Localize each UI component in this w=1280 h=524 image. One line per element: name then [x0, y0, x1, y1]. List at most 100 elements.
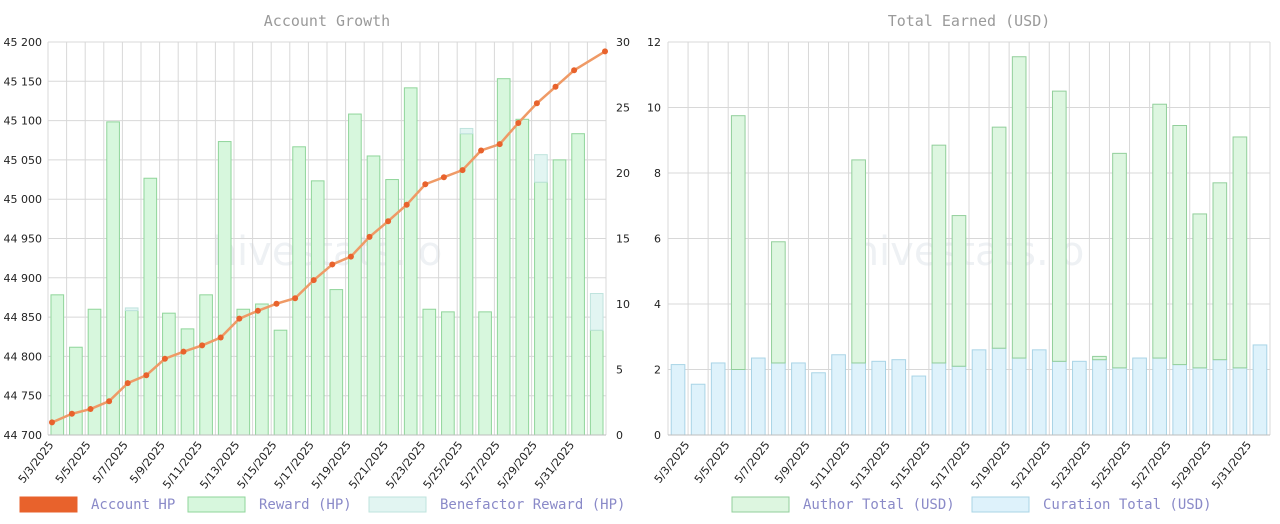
benefactor-reward-bar[interactable]: [124, 307, 139, 312]
account-hp-point[interactable]: [459, 167, 466, 174]
account-hp-point[interactable]: [478, 147, 485, 154]
reward-bar[interactable]: [236, 308, 251, 436]
author-total-bar[interactable]: [1051, 90, 1067, 362]
author-total-bar[interactable]: [1011, 56, 1027, 359]
reward-bar[interactable]: [403, 87, 418, 436]
reward-bar[interactable]: [478, 311, 492, 436]
reward-bar[interactable]: [441, 311, 455, 436]
reward-bar[interactable]: [329, 289, 344, 436]
account-hp-point[interactable]: [602, 48, 608, 55]
reward-bar[interactable]: [50, 294, 65, 436]
author-total-bar[interactable]: [730, 115, 746, 370]
account-hp-point[interactable]: [347, 253, 354, 260]
reward-bar[interactable]: [310, 180, 325, 436]
author-total-bar[interactable]: [771, 241, 786, 364]
legend-swatch[interactable]: [187, 496, 246, 513]
curation-total-bar[interactable]: [1031, 349, 1047, 436]
reward-bar[interactable]: [69, 346, 83, 436]
legend-swatch[interactable]: [731, 496, 790, 513]
account-hp-point[interactable]: [292, 295, 299, 302]
reward-bar[interactable]: [534, 181, 548, 436]
reward-bar[interactable]: [162, 312, 176, 436]
account-hp-point[interactable]: [496, 141, 503, 148]
account-hp-point[interactable]: [180, 348, 187, 355]
curation-total-bar[interactable]: [1192, 367, 1208, 436]
curation-total-bar[interactable]: [791, 362, 806, 436]
curation-total-bar[interactable]: [891, 359, 907, 436]
curation-total-bar[interactable]: [931, 362, 947, 436]
account-hp-point[interactable]: [403, 201, 410, 208]
account-hp-point[interactable]: [366, 233, 373, 240]
reward-bar[interactable]: [217, 141, 232, 436]
account-hp-point[interactable]: [385, 218, 392, 225]
account-hp-point[interactable]: [106, 398, 113, 405]
curation-total-bar[interactable]: [730, 369, 746, 436]
reward-bar[interactable]: [459, 133, 474, 436]
curation-total-bar[interactable]: [1232, 367, 1248, 436]
reward-bar[interactable]: [496, 78, 511, 436]
legend-swatch[interactable]: [971, 496, 1030, 513]
account-hp-point[interactable]: [533, 100, 540, 107]
reward-bar[interactable]: [348, 113, 362, 436]
author-total-bar[interactable]: [1212, 182, 1228, 361]
curation-total-bar[interactable]: [1132, 357, 1147, 436]
curation-total-bar[interactable]: [1092, 359, 1107, 436]
reward-bar[interactable]: [571, 133, 585, 436]
author-total-bar[interactable]: [1172, 125, 1188, 366]
curation-total-bar[interactable]: [750, 357, 766, 436]
curation-total-bar[interactable]: [1011, 357, 1027, 436]
author-total-bar[interactable]: [1112, 152, 1127, 369]
reward-bar[interactable]: [366, 155, 381, 436]
reward-bar[interactable]: [106, 121, 120, 436]
curation-total-bar[interactable]: [1112, 367, 1127, 436]
author-total-bar[interactable]: [1232, 136, 1248, 369]
reward-bar[interactable]: [124, 310, 139, 436]
account-hp-point[interactable]: [161, 355, 168, 362]
author-total-bar[interactable]: [951, 215, 967, 367]
curation-total-bar[interactable]: [991, 347, 1007, 436]
account-hp-point[interactable]: [329, 261, 336, 268]
curation-total-bar[interactable]: [811, 372, 826, 436]
account-hp-point[interactable]: [87, 406, 94, 413]
curation-total-bar[interactable]: [831, 354, 846, 436]
legend-swatch[interactable]: [19, 496, 78, 513]
benefactor-reward-bar[interactable]: [534, 154, 548, 183]
reward-bar[interactable]: [87, 308, 102, 436]
account-hp-point[interactable]: [552, 83, 559, 90]
curation-total-bar[interactable]: [1252, 344, 1268, 436]
benefactor-reward-bar[interactable]: [459, 127, 474, 135]
curation-total-bar[interactable]: [1152, 357, 1167, 436]
curation-total-bar[interactable]: [951, 365, 967, 436]
curation-total-bar[interactable]: [690, 383, 706, 436]
reward-bar[interactable]: [199, 294, 213, 436]
author-total-bar[interactable]: [1092, 355, 1107, 361]
curation-total-bar[interactable]: [1051, 360, 1067, 436]
account-hp-point[interactable]: [273, 300, 280, 307]
account-hp-point[interactable]: [422, 181, 429, 188]
account-hp-point[interactable]: [68, 410, 75, 417]
reward-bar[interactable]: [589, 329, 604, 436]
author-total-bar[interactable]: [1192, 213, 1208, 369]
reward-bar[interactable]: [515, 118, 530, 436]
curation-total-bar[interactable]: [710, 362, 726, 436]
curation-total-bar[interactable]: [971, 349, 987, 436]
curation-total-bar[interactable]: [851, 362, 866, 436]
curation-total-bar[interactable]: [871, 360, 887, 436]
reward-bar[interactable]: [422, 308, 437, 436]
account-hp-point[interactable]: [515, 119, 522, 126]
account-hp-point[interactable]: [124, 380, 131, 387]
author-total-bar[interactable]: [1152, 103, 1167, 359]
author-total-bar[interactable]: [851, 159, 866, 364]
account-hp-point[interactable]: [217, 334, 224, 341]
account-hp-point[interactable]: [310, 277, 317, 284]
account-hp-point[interactable]: [236, 315, 243, 322]
account-hp-point[interactable]: [571, 67, 578, 74]
reward-bar[interactable]: [273, 329, 288, 436]
curation-total-bar[interactable]: [1212, 359, 1228, 436]
curation-total-bar[interactable]: [1172, 364, 1188, 436]
curation-total-bar[interactable]: [911, 375, 927, 436]
legend-swatch[interactable]: [368, 496, 427, 513]
reward-bar[interactable]: [255, 303, 269, 436]
account-hp-point[interactable]: [199, 342, 206, 349]
curation-total-bar[interactable]: [670, 364, 686, 436]
